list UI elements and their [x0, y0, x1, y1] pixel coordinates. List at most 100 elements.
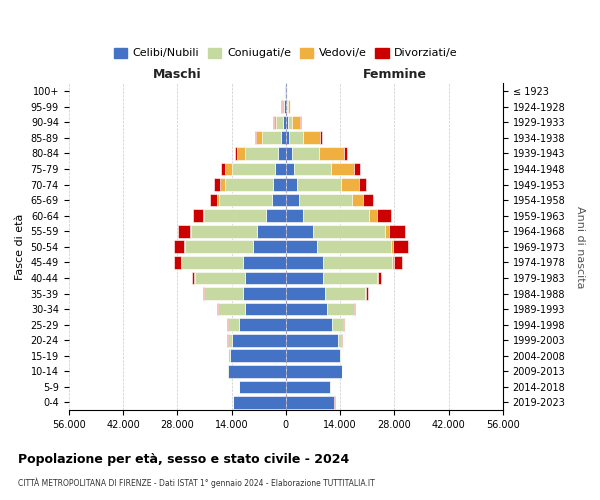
Bar — [243, 287, 286, 300]
Bar — [286, 162, 295, 175]
Bar — [191, 272, 194, 284]
Bar — [274, 178, 286, 191]
Bar — [232, 334, 286, 346]
Bar — [287, 100, 288, 113]
Bar — [313, 225, 385, 237]
Bar — [281, 100, 283, 113]
Bar — [253, 240, 286, 253]
Bar — [359, 178, 367, 191]
Bar — [285, 84, 286, 98]
Bar — [245, 147, 278, 160]
Bar — [277, 116, 283, 128]
Bar — [286, 210, 303, 222]
Bar — [332, 318, 343, 331]
Bar — [283, 100, 284, 113]
Bar — [227, 365, 286, 378]
Bar — [393, 240, 408, 253]
Bar — [377, 210, 391, 222]
Text: CITTÀ METROPOLITANA DI FIRENZE - Dati ISTAT 1° gennaio 2024 - Elaborazione TUTTI: CITTÀ METROPOLITANA DI FIRENZE - Dati IS… — [18, 478, 375, 488]
Bar — [278, 147, 286, 160]
Bar — [218, 302, 245, 316]
Text: Femmine: Femmine — [362, 68, 427, 81]
Bar — [355, 162, 360, 175]
Bar — [181, 256, 243, 269]
Bar — [352, 194, 364, 206]
Bar — [288, 116, 292, 128]
Text: Maschi: Maschi — [153, 68, 202, 81]
Bar — [217, 302, 218, 316]
Bar — [205, 287, 243, 300]
Bar — [323, 272, 377, 284]
Bar — [203, 210, 205, 222]
Bar — [284, 100, 286, 113]
Bar — [303, 132, 320, 144]
Bar — [286, 84, 287, 98]
Bar — [286, 334, 338, 346]
Bar — [220, 178, 225, 191]
Bar — [227, 334, 232, 346]
Bar — [286, 380, 331, 394]
Bar — [286, 256, 323, 269]
Bar — [221, 162, 226, 175]
Bar — [392, 256, 394, 269]
Bar — [257, 225, 286, 237]
Bar — [230, 350, 286, 362]
Y-axis label: Fasce di età: Fasce di età — [15, 214, 25, 280]
Bar — [233, 396, 286, 409]
Bar — [239, 318, 286, 331]
Bar — [292, 147, 319, 160]
Bar — [274, 116, 277, 128]
Bar — [303, 210, 369, 222]
Bar — [225, 178, 274, 191]
Bar — [286, 100, 287, 113]
Bar — [283, 116, 286, 128]
Bar — [366, 287, 368, 300]
Bar — [203, 287, 204, 300]
Bar — [331, 162, 355, 175]
Bar — [214, 178, 220, 191]
Bar — [262, 132, 281, 144]
Bar — [217, 194, 220, 206]
Bar — [377, 272, 378, 284]
Bar — [286, 225, 313, 237]
Bar — [286, 396, 334, 409]
Bar — [317, 240, 391, 253]
Bar — [286, 302, 326, 316]
Bar — [378, 272, 381, 284]
Bar — [232, 162, 275, 175]
Bar — [226, 162, 232, 175]
Bar — [286, 287, 325, 300]
Bar — [385, 225, 389, 237]
Bar — [235, 147, 238, 160]
Bar — [193, 210, 203, 222]
Bar — [344, 147, 347, 160]
Bar — [323, 256, 392, 269]
Bar — [245, 272, 286, 284]
Bar — [173, 240, 184, 253]
Bar — [299, 194, 352, 206]
Bar — [286, 350, 340, 362]
Bar — [326, 302, 353, 316]
Bar — [340, 350, 341, 362]
Bar — [364, 194, 373, 206]
Bar — [229, 350, 230, 362]
Bar — [286, 240, 317, 253]
Bar — [286, 147, 292, 160]
Bar — [190, 225, 191, 237]
Bar — [341, 178, 359, 191]
Bar — [178, 225, 190, 237]
Y-axis label: Anni di nascita: Anni di nascita — [575, 206, 585, 288]
Bar — [391, 240, 393, 253]
Bar — [354, 302, 355, 316]
Bar — [275, 162, 286, 175]
Bar — [286, 178, 296, 191]
Bar — [220, 194, 272, 206]
Bar — [338, 334, 341, 346]
Bar — [286, 132, 289, 144]
Bar — [292, 116, 300, 128]
Bar — [243, 256, 286, 269]
Bar — [239, 380, 286, 394]
Bar — [194, 272, 245, 284]
Bar — [369, 210, 377, 222]
Bar — [210, 194, 217, 206]
